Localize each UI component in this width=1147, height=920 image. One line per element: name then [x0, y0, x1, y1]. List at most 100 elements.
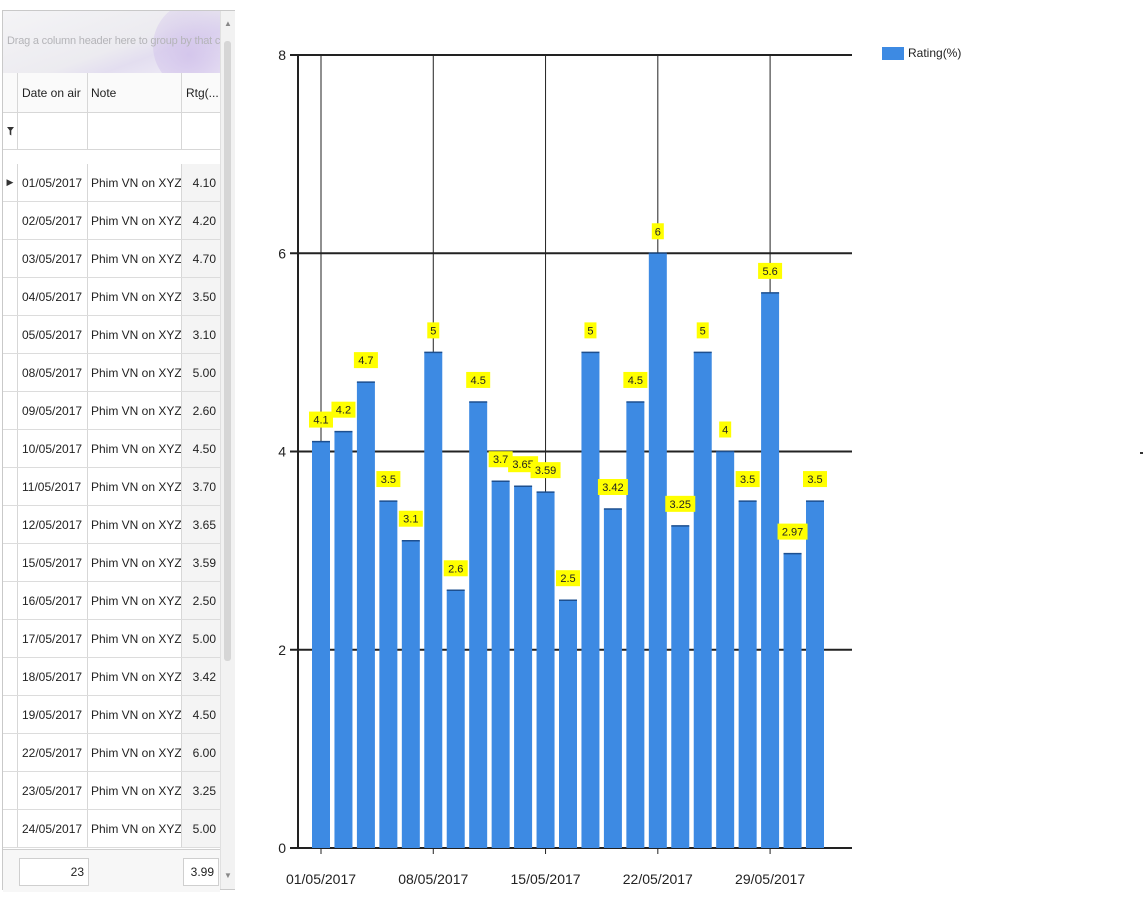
- table-row[interactable]: 09/05/2017 Phim VN on XYZ1 2.60: [3, 392, 220, 430]
- cell-rating[interactable]: 4.50: [182, 696, 220, 733]
- cell-date[interactable]: 10/05/2017: [18, 430, 88, 467]
- row-indicator: [3, 392, 18, 429]
- row-indicator: [3, 810, 18, 847]
- cell-rating[interactable]: 3.42: [182, 658, 220, 695]
- cell-note[interactable]: Phim VN on XYZ1: [88, 582, 182, 619]
- cell-rating[interactable]: 5.00: [182, 810, 220, 847]
- cell-date[interactable]: 08/05/2017: [18, 354, 88, 391]
- cell-rating[interactable]: 3.10: [182, 316, 220, 353]
- cell-date[interactable]: 01/05/2017: [18, 164, 88, 201]
- data-label: 4.7: [358, 355, 373, 367]
- cell-date[interactable]: 22/05/2017: [18, 734, 88, 771]
- cell-note[interactable]: Phim VN on XYZ1: [88, 506, 182, 543]
- cell-rating[interactable]: 4.20: [182, 202, 220, 239]
- cell-date[interactable]: 02/05/2017: [18, 202, 88, 239]
- chart-bar: [536, 492, 555, 848]
- cell-date[interactable]: 04/05/2017: [18, 278, 88, 315]
- table-row[interactable]: 15/05/2017 Phim VN on XYZ1 3.59: [3, 544, 220, 582]
- cell-note[interactable]: Phim VN on XYZ1: [88, 202, 182, 239]
- cell-rating[interactable]: 4.50: [182, 430, 220, 467]
- cell-rating[interactable]: 4.70: [182, 240, 220, 277]
- data-label-background: [309, 411, 333, 428]
- cell-note[interactable]: Phim VN on XYZ1: [88, 658, 182, 695]
- cell-rating[interactable]: 3.65: [182, 506, 220, 543]
- cell-rating[interactable]: 6.00: [182, 734, 220, 771]
- cell-date[interactable]: 16/05/2017: [18, 582, 88, 619]
- column-header-rating[interactable]: Rtg(...: [186, 85, 219, 100]
- table-row[interactable]: 04/05/2017 Phim VN on XYZ1 3.50: [3, 278, 220, 316]
- column-header-date[interactable]: Date on air: [18, 73, 88, 112]
- column-header-note[interactable]: Note: [88, 73, 182, 112]
- cell-date[interactable]: 18/05/2017: [18, 658, 88, 695]
- cell-rating[interactable]: 5.00: [182, 620, 220, 657]
- data-label-background: [623, 371, 648, 388]
- x-tick-label: 29/05/2017: [735, 871, 805, 887]
- cell-rating[interactable]: 2.50: [182, 582, 220, 619]
- cell-note[interactable]: Phim VN on XYZ1: [88, 772, 182, 809]
- row-indicator: [3, 696, 18, 733]
- cell-date[interactable]: 19/05/2017: [18, 696, 88, 733]
- scrollbar-thumb[interactable]: [224, 41, 231, 661]
- cell-date[interactable]: 11/05/2017: [18, 468, 88, 505]
- cell-note[interactable]: Phim VN on XYZ1: [88, 696, 182, 733]
- cell-date[interactable]: 12/05/2017: [18, 506, 88, 543]
- cell-rating[interactable]: 4.10: [182, 164, 220, 201]
- cell-rating[interactable]: 2.60: [182, 392, 220, 429]
- table-row[interactable]: 17/05/2017 Phim VN on XYZ1 5.00: [3, 620, 220, 658]
- table-row[interactable]: 16/05/2017 Phim VN on XYZ1 2.50: [3, 582, 220, 620]
- filter-rating-input[interactable]: [182, 113, 220, 149]
- table-row[interactable]: 02/05/2017 Phim VN on XYZ1 4.20: [3, 202, 220, 240]
- cell-note[interactable]: Phim VN on XYZ1: [88, 810, 182, 847]
- stray-mark: [1140, 452, 1143, 454]
- cell-date[interactable]: 23/05/2017: [18, 772, 88, 809]
- table-row[interactable]: 08/05/2017 Phim VN on XYZ1 5.00: [3, 354, 220, 392]
- vertical-scrollbar[interactable]: ▲ ▼: [220, 11, 235, 889]
- cell-note[interactable]: Phim VN on XYZ1: [88, 164, 182, 201]
- cell-note[interactable]: Phim VN on XYZ1: [88, 430, 182, 467]
- scroll-up-icon[interactable]: ▲: [224, 19, 232, 28]
- table-row[interactable]: 23/05/2017 Phim VN on XYZ1 3.25: [3, 772, 220, 810]
- cell-note[interactable]: Phim VN on XYZ1: [88, 392, 182, 429]
- cell-rating[interactable]: 3.70: [182, 468, 220, 505]
- data-label-background: [803, 471, 827, 488]
- row-indicator: [3, 658, 18, 695]
- y-tick-label: 0: [278, 840, 286, 856]
- table-row[interactable]: 18/05/2017 Phim VN on XYZ1 3.42: [3, 658, 220, 696]
- row-indicator: [3, 506, 18, 543]
- cell-date[interactable]: 03/05/2017: [18, 240, 88, 277]
- table-row[interactable]: ▶ 01/05/2017 Phim VN on XYZ1 4.10: [3, 164, 220, 202]
- cell-date[interactable]: 24/05/2017: [18, 810, 88, 847]
- cell-rating[interactable]: 5.00: [182, 354, 220, 391]
- table-row[interactable]: 03/05/2017 Phim VN on XYZ1 4.70: [3, 240, 220, 278]
- table-row[interactable]: 22/05/2017 Phim VN on XYZ1 6.00: [3, 734, 220, 772]
- filter-date-input[interactable]: [18, 113, 88, 149]
- cell-note[interactable]: Phim VN on XYZ1: [88, 240, 182, 277]
- table-row[interactable]: 12/05/2017 Phim VN on XYZ1 3.65: [3, 506, 220, 544]
- scroll-down-icon[interactable]: ▼: [224, 871, 232, 880]
- cell-date[interactable]: 15/05/2017: [18, 544, 88, 581]
- chart-bar: [671, 525, 690, 848]
- table-row[interactable]: 24/05/2017 Phim VN on XYZ1 5.00: [3, 810, 220, 848]
- x-tick-label: 01/05/2017: [286, 871, 356, 887]
- cell-rating[interactable]: 3.59: [182, 544, 220, 581]
- cell-note[interactable]: Phim VN on XYZ1: [88, 544, 182, 581]
- cell-date[interactable]: 09/05/2017: [18, 392, 88, 429]
- table-row[interactable]: 11/05/2017 Phim VN on XYZ1 3.70: [3, 468, 220, 506]
- cell-note[interactable]: Phim VN on XYZ1: [88, 468, 182, 505]
- table-row[interactable]: 05/05/2017 Phim VN on XYZ1 3.10: [3, 316, 220, 354]
- chart-bar: [806, 501, 824, 848]
- cell-date[interactable]: 05/05/2017: [18, 316, 88, 353]
- cell-date[interactable]: 17/05/2017: [18, 620, 88, 657]
- cell-note[interactable]: Phim VN on XYZ1: [88, 620, 182, 657]
- cell-note[interactable]: Phim VN on XYZ1: [88, 354, 182, 391]
- group-by-panel[interactable]: Drag a column header here to group by th…: [3, 11, 220, 74]
- table-row[interactable]: 10/05/2017 Phim VN on XYZ1 4.50: [3, 430, 220, 468]
- cell-note[interactable]: Phim VN on XYZ1: [88, 734, 182, 771]
- cell-rating[interactable]: 3.25: [182, 772, 220, 809]
- cell-note[interactable]: Phim VN on XYZ1: [88, 278, 182, 315]
- cell-note[interactable]: Phim VN on XYZ1: [88, 316, 182, 353]
- data-label-background: [530, 462, 561, 479]
- filter-note-input[interactable]: [88, 113, 182, 149]
- cell-rating[interactable]: 3.50: [182, 278, 220, 315]
- table-row[interactable]: 19/05/2017 Phim VN on XYZ1 4.50: [3, 696, 220, 734]
